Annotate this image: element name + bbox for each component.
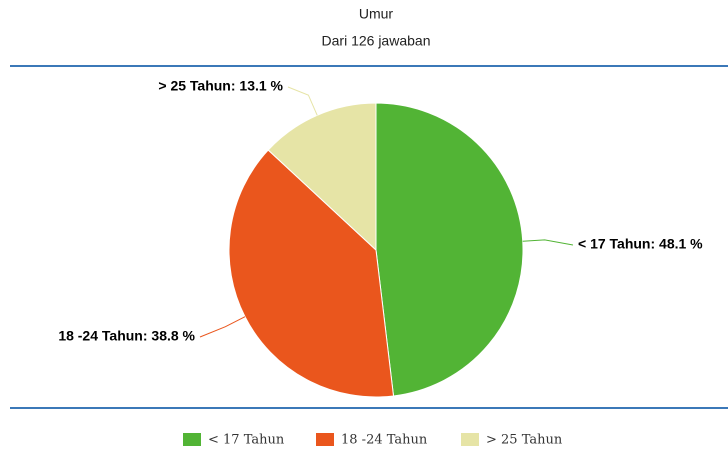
data-label: > 25 Tahun: 13.1 %	[158, 78, 283, 94]
legend-swatch	[183, 433, 201, 446]
label-connector	[522, 239, 574, 246]
label-connector	[199, 316, 246, 338]
legend-label: 18 -24 Tahun	[341, 433, 428, 448]
chart-title: Umur	[359, 6, 394, 22]
legend-swatch	[461, 433, 479, 446]
data-label: 18 -24 Tahun: 38.8 %	[58, 328, 195, 344]
legend-label: > 25 Tahun	[486, 433, 563, 448]
data-label: < 17 Tahun: 48.1 %	[578, 236, 703, 252]
pie-slice	[375, 102, 524, 397]
chart-subtitle: Dari 126 jawaban	[322, 33, 431, 49]
legend-swatch	[316, 433, 334, 446]
label-connector	[287, 86, 318, 116]
legend-label: < 17 Tahun	[208, 433, 285, 448]
